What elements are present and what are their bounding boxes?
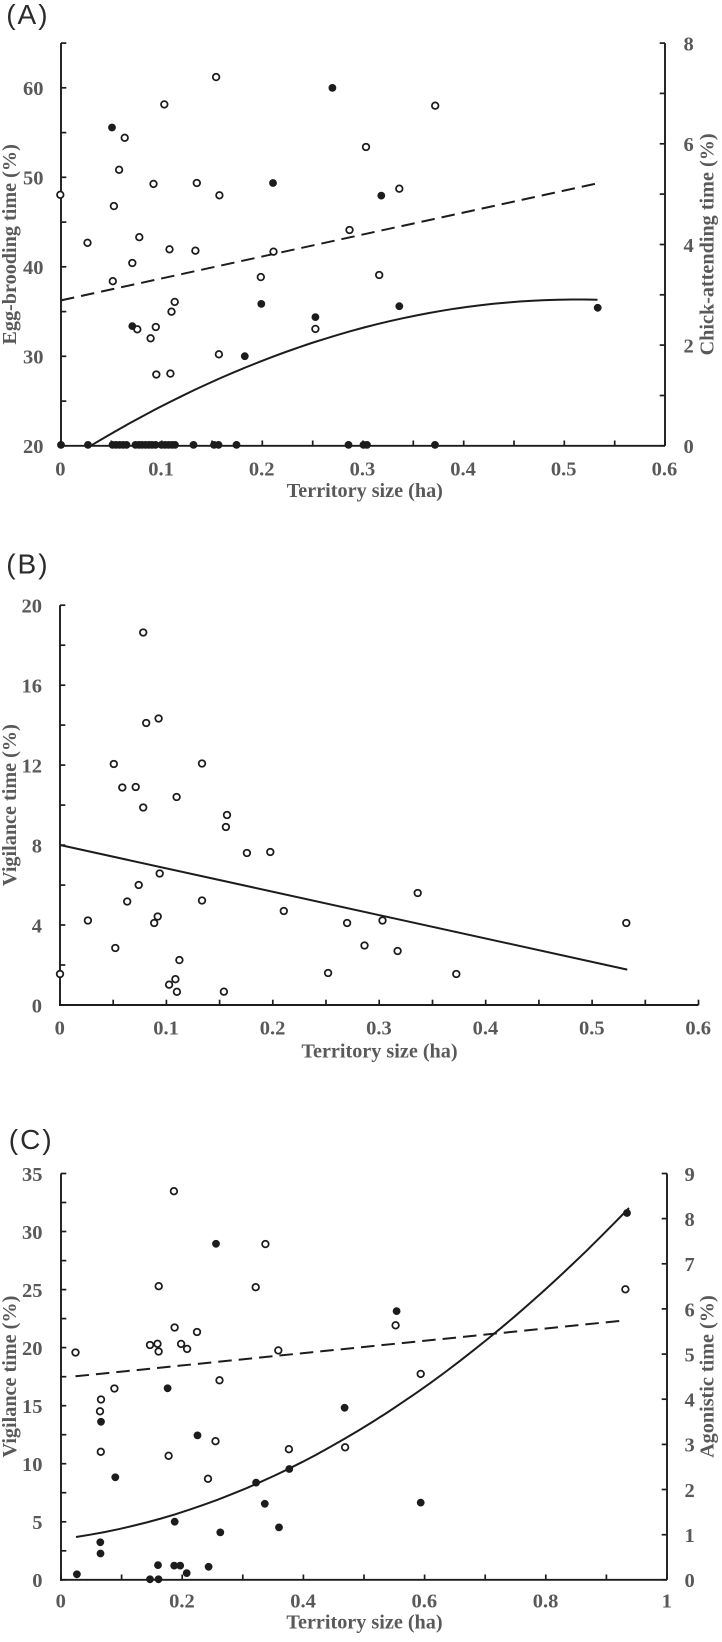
svg-text:0.3: 0.3 [366,1018,392,1040]
svg-text:0.2: 0.2 [169,1591,195,1613]
svg-text:0.6: 0.6 [411,1591,437,1613]
svg-text:Territory size (ha): Territory size (ha) [286,1611,442,1633]
svg-text:50: 50 [23,168,44,190]
svg-text:0: 0 [55,1018,65,1040]
svg-text:Territory size (ha): Territory size (ha) [301,1041,457,1063]
svg-text:5: 5 [685,1345,695,1367]
svg-text:16: 16 [22,676,43,698]
svg-text:Vigilance time (%): Vigilance time (%) [0,1296,21,1458]
svg-text:(C): (C) [9,1124,54,1155]
svg-text:8: 8 [685,1209,695,1231]
svg-text:4: 4 [685,1390,695,1412]
svg-text:Chick-attending time (%): Chick-attending time (%) [697,133,719,355]
svg-text:1: 1 [662,1591,672,1613]
svg-text:4: 4 [32,915,42,937]
svg-text:35: 35 [22,1164,43,1186]
svg-text:(A): (A) [6,0,49,30]
svg-text:0.4: 0.4 [473,1018,499,1040]
svg-text:0.2: 0.2 [260,1018,286,1040]
svg-text:20: 20 [22,596,43,618]
svg-text:60: 60 [23,78,44,100]
svg-text:15: 15 [22,1396,43,1418]
svg-text:7: 7 [685,1254,695,1276]
svg-text:2: 2 [684,336,694,358]
svg-text:25: 25 [22,1280,43,1302]
svg-text:0: 0 [55,458,65,480]
svg-text:12: 12 [22,756,43,778]
svg-text:Vigilance time (%): Vigilance time (%) [0,724,21,886]
svg-text:0.3: 0.3 [350,458,376,480]
svg-text:0.6: 0.6 [685,1018,711,1040]
svg-text:30: 30 [22,1222,43,1244]
svg-text:4: 4 [684,235,694,257]
svg-text:6: 6 [685,1299,695,1321]
svg-text:0.4: 0.4 [290,1591,316,1613]
svg-text:0: 0 [32,995,42,1017]
svg-text:0.4: 0.4 [450,458,476,480]
svg-text:10: 10 [22,1454,43,1476]
svg-text:0.1: 0.1 [153,1018,179,1040]
svg-text:20: 20 [22,1338,43,1360]
svg-text:8: 8 [684,34,694,56]
svg-text:30: 30 [23,347,44,369]
svg-text:0: 0 [685,1570,695,1592]
svg-text:0.6: 0.6 [652,458,678,480]
svg-text:3: 3 [685,1435,695,1457]
svg-text:0: 0 [32,1570,42,1592]
svg-text:8: 8 [32,836,42,858]
svg-text:Egg-brooding time (%): Egg-brooding time (%) [0,144,21,344]
svg-text:0: 0 [684,436,694,458]
svg-text:Territory size (ha): Territory size (ha) [287,480,443,502]
svg-text:6: 6 [684,134,694,156]
svg-text:9: 9 [685,1164,695,1186]
svg-text:0.5: 0.5 [551,458,577,480]
svg-text:40: 40 [23,257,44,279]
svg-text:0.5: 0.5 [579,1018,605,1040]
svg-text:20: 20 [23,436,44,458]
svg-text:0.8: 0.8 [533,1591,559,1613]
svg-text:0.2: 0.2 [249,458,275,480]
svg-text:1: 1 [685,1525,695,1547]
svg-text:5: 5 [32,1512,42,1534]
svg-text:0: 0 [56,1591,66,1613]
svg-text:Agonistic time (%): Agonistic time (%) [697,1295,719,1458]
svg-text:(B): (B) [6,549,49,580]
svg-text:2: 2 [685,1480,695,1502]
svg-text:0.1: 0.1 [148,458,174,480]
